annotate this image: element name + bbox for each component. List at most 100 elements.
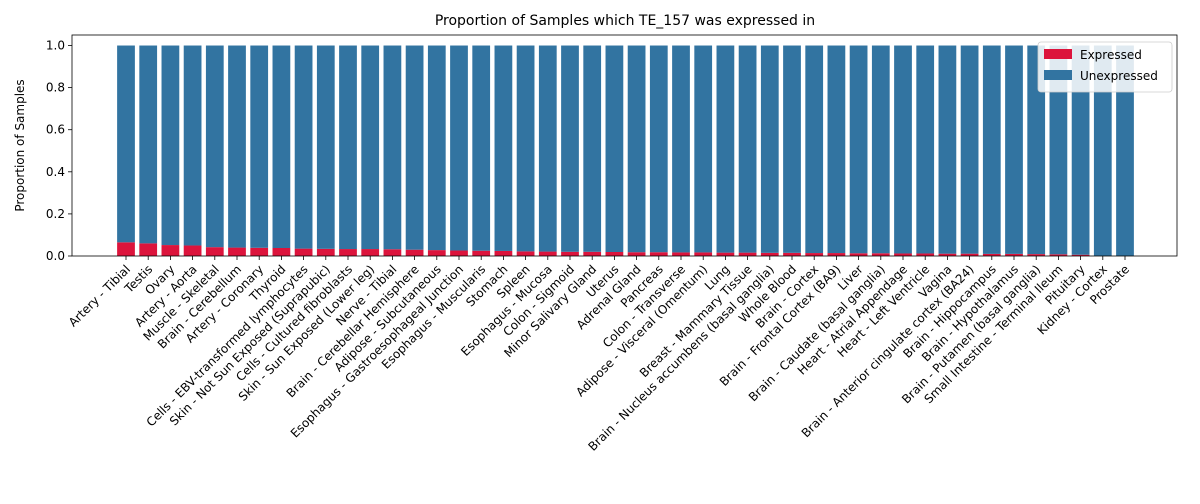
legend-label: Expressed	[1080, 48, 1142, 62]
bar-unexpressed	[1071, 45, 1090, 255]
bar-expressed	[894, 253, 912, 256]
bar-unexpressed	[760, 45, 779, 253]
y-tick-label: 1.0	[46, 39, 65, 53]
bar-unexpressed	[472, 45, 491, 251]
y-tick-label: 0.8	[46, 81, 65, 95]
bar-unexpressed	[450, 45, 468, 251]
bar-unexpressed	[605, 45, 624, 252]
bar-expressed	[494, 250, 513, 256]
bar-unexpressed	[205, 45, 224, 248]
bar-expressed	[316, 248, 335, 256]
plot-frame	[71, 34, 1178, 257]
bar-unexpressed	[871, 45, 890, 254]
bar-expressed	[827, 253, 846, 256]
bar-expressed	[649, 252, 668, 256]
y-tick-label: 0.2	[46, 207, 65, 221]
bar-expressed	[783, 252, 801, 256]
bar-unexpressed	[427, 45, 446, 251]
bar-unexpressed	[938, 45, 957, 254]
bar-unexpressed	[516, 45, 535, 252]
bar-expressed	[1027, 254, 1046, 256]
bar-expressed	[250, 247, 269, 256]
bar-unexpressed	[805, 45, 824, 254]
bar-unexpressed	[294, 45, 313, 249]
bar-expressed	[538, 251, 557, 256]
bar-expressed	[516, 251, 535, 256]
bar-expressed	[117, 242, 135, 256]
bar-expressed	[1049, 254, 1068, 256]
bar-unexpressed	[161, 45, 180, 246]
bar-expressed	[161, 245, 180, 256]
bar-expressed	[450, 250, 468, 256]
bar-unexpressed	[716, 45, 735, 253]
bar-expressed	[205, 247, 224, 256]
x-tick-label: Artery - Tibial	[66, 262, 133, 329]
bar-unexpressed	[1116, 45, 1134, 256]
bar-unexpressed	[361, 45, 380, 250]
bar-unexpressed	[383, 45, 402, 250]
chart-title: Proportion of Samples which TE_157 was e…	[435, 13, 815, 29]
bars-group	[117, 45, 1134, 256]
bar-unexpressed	[272, 45, 291, 248]
bar-unexpressed	[583, 45, 602, 252]
bar-expressed	[760, 252, 779, 256]
bar-unexpressed	[538, 45, 557, 252]
bar-expressed	[871, 253, 890, 256]
bar-unexpressed	[1027, 45, 1046, 255]
bar-expressed	[627, 252, 646, 256]
bar-unexpressed	[183, 45, 202, 246]
bar-unexpressed	[339, 45, 357, 250]
bar-expressed	[139, 243, 158, 256]
bar-expressed	[427, 250, 446, 256]
bar-expressed	[294, 248, 313, 256]
bar-expressed	[405, 249, 424, 256]
bar-unexpressed	[1049, 45, 1068, 255]
bar-unexpressed	[250, 45, 269, 248]
legend-swatch	[1044, 70, 1072, 80]
bar-expressed	[605, 252, 624, 256]
bar-expressed	[183, 245, 202, 256]
bar-expressed	[982, 253, 1001, 256]
bar-unexpressed	[960, 45, 979, 254]
bar-expressed	[694, 252, 713, 256]
y-axis: 0.0 0.2 0.4 0.6 0.8 1.0	[46, 39, 72, 263]
bar-unexpressed	[405, 45, 424, 250]
bar-unexpressed	[1005, 45, 1023, 254]
bar-unexpressed	[894, 45, 912, 254]
bar-expressed	[228, 247, 246, 256]
bar-expressed	[716, 252, 735, 256]
bar-unexpressed	[672, 45, 690, 253]
bar-expressed	[738, 252, 757, 256]
y-tick-label: 0.6	[46, 123, 65, 137]
bar-expressed	[339, 249, 357, 256]
y-tick-label: 0.4	[46, 165, 65, 179]
bar-unexpressed	[1093, 45, 1112, 256]
legend-swatch	[1044, 49, 1072, 59]
bar-expressed	[849, 253, 868, 256]
bar-unexpressed	[694, 45, 713, 253]
bar-unexpressed	[494, 45, 513, 251]
bar-expressed	[383, 249, 402, 256]
y-axis-label: Proportion of Samples	[13, 79, 27, 211]
bar-expressed	[960, 253, 979, 256]
bar-unexpressed	[827, 45, 846, 254]
bar-unexpressed	[982, 45, 1001, 254]
bar-expressed	[1005, 253, 1023, 256]
bar-expressed	[805, 253, 824, 256]
bar-unexpressed	[738, 45, 757, 253]
bar-unexpressed	[316, 45, 335, 249]
bar-expressed	[561, 251, 579, 256]
y-tick-label: 0.0	[46, 249, 65, 263]
bar-unexpressed	[561, 45, 579, 252]
bar-expressed	[583, 251, 602, 256]
bar-expressed	[672, 252, 690, 256]
legend-label: Unexpressed	[1080, 69, 1158, 83]
bar-unexpressed	[849, 45, 868, 254]
bar-expressed	[938, 253, 957, 256]
bar-expressed	[272, 248, 291, 256]
bar-expressed	[916, 253, 935, 256]
bar-unexpressed	[783, 45, 801, 253]
